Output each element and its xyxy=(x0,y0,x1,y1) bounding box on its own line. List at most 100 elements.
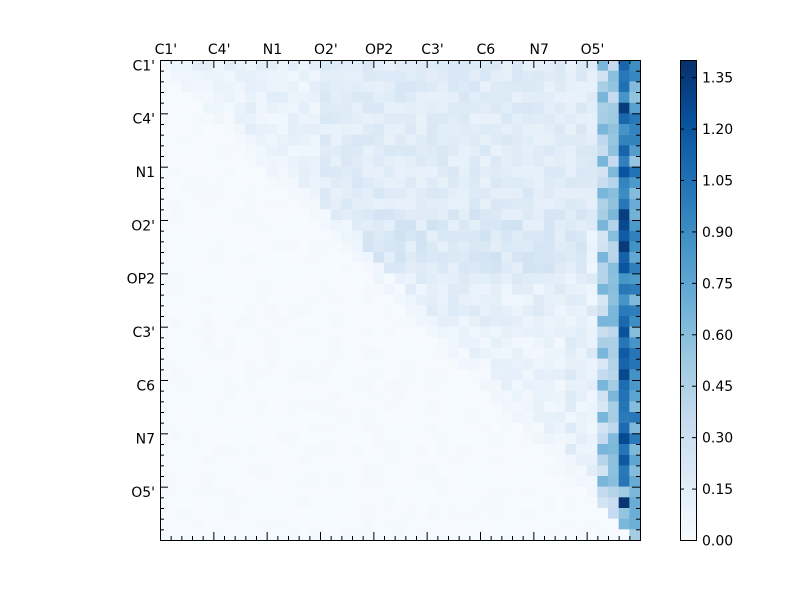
heatmap-cell xyxy=(469,198,481,210)
heatmap-cell xyxy=(224,70,235,82)
heatmap-cell xyxy=(501,390,513,402)
heatmap-cell xyxy=(533,252,545,263)
heatmap-cell xyxy=(298,497,310,509)
heatmap-cell xyxy=(608,348,619,359)
heatmap-cell xyxy=(341,433,353,445)
heatmap-cell xyxy=(277,92,289,103)
heatmap-cell xyxy=(416,305,427,317)
heatmap-cell xyxy=(565,241,577,253)
heatmap-cell xyxy=(618,209,630,221)
heatmap-cell xyxy=(618,81,630,93)
heatmap-cell xyxy=(512,177,523,189)
heatmap-cell xyxy=(618,444,630,455)
heatmap-cell xyxy=(501,444,513,455)
heatmap-cell xyxy=(554,102,566,114)
heatmap-cell xyxy=(384,284,395,295)
heatmap-cell xyxy=(437,465,449,477)
heatmap-cell xyxy=(341,177,353,189)
heatmap-cell xyxy=(469,486,481,498)
heatmap-cell xyxy=(341,508,353,519)
heatmap-cell xyxy=(490,188,502,199)
heatmap-cell xyxy=(277,454,289,466)
heatmap-cell xyxy=(490,134,502,146)
heatmap-cell xyxy=(330,134,342,146)
heatmap-cell xyxy=(352,422,363,434)
heatmap-cell xyxy=(288,294,299,306)
heatmap-cell xyxy=(341,401,353,413)
heatmap-cell xyxy=(245,444,257,455)
heatmap-cell xyxy=(448,102,459,114)
x-tick-label: N7 xyxy=(529,42,548,58)
heatmap-cell xyxy=(224,444,235,455)
heatmap-cell xyxy=(512,326,523,338)
heatmap-cell xyxy=(480,220,491,231)
heatmap-cell xyxy=(490,166,502,178)
heatmap-cell xyxy=(245,390,257,402)
heatmap-cell xyxy=(224,518,235,530)
heatmap-cell xyxy=(213,145,225,157)
heatmap-cell xyxy=(416,380,427,391)
x-tick-label: C1' xyxy=(155,42,178,58)
heatmap-cell xyxy=(490,284,502,295)
heatmap-cell xyxy=(320,337,331,349)
heatmap-cell xyxy=(298,316,310,327)
heatmap-cell xyxy=(181,262,193,274)
heatmap-cell xyxy=(586,209,598,221)
y-tick-label: C4' xyxy=(132,112,155,128)
heatmap-cell xyxy=(405,497,417,509)
heatmap-cell xyxy=(501,294,513,306)
heatmap-cell xyxy=(533,70,545,82)
heatmap-cell xyxy=(480,380,491,391)
heatmap-cell xyxy=(309,81,321,93)
heatmap-cell xyxy=(170,294,182,306)
heatmap-cell xyxy=(629,156,641,167)
heatmap-cell xyxy=(608,273,619,285)
heatmap-cell xyxy=(181,156,193,167)
heatmap-cell xyxy=(480,188,491,199)
heatmap-cell xyxy=(277,348,289,359)
heatmap-cell xyxy=(330,209,342,221)
heatmap-cell xyxy=(181,284,193,295)
heatmap-cell xyxy=(501,326,513,338)
heatmap-cell xyxy=(160,81,171,93)
heatmap-cell xyxy=(448,220,459,231)
heatmap-cell xyxy=(362,294,374,306)
heatmap-cell xyxy=(618,358,630,370)
heatmap-cell xyxy=(277,401,289,413)
heatmap-cell xyxy=(490,124,502,135)
heatmap-cell xyxy=(597,81,609,93)
heatmap-cell xyxy=(160,433,171,445)
heatmap-cell xyxy=(341,444,353,455)
heatmap-cell xyxy=(458,198,470,210)
heatmap-cell xyxy=(234,262,246,274)
heatmap-cell xyxy=(309,60,321,71)
heatmap-cell xyxy=(362,401,374,413)
heatmap-cell xyxy=(501,166,513,178)
heatmap-cell xyxy=(448,262,459,274)
heatmap-cell xyxy=(277,166,289,178)
heatmap-cell xyxy=(448,81,459,93)
heatmap-cell xyxy=(352,92,363,103)
heatmap-cell xyxy=(234,316,246,327)
heatmap-cell xyxy=(330,454,342,466)
heatmap-cell xyxy=(256,529,267,541)
heatmap-cell xyxy=(565,422,577,434)
heatmap-cell xyxy=(469,497,481,509)
heatmap-cell xyxy=(309,166,321,178)
heatmap-cell xyxy=(512,273,523,285)
heatmap-cell xyxy=(394,113,406,125)
heatmap-cell xyxy=(576,348,587,359)
heatmap-cell xyxy=(213,241,225,253)
heatmap-cell xyxy=(501,188,513,199)
heatmap-cell xyxy=(629,145,641,157)
heatmap-cell xyxy=(213,369,225,381)
heatmap-cell xyxy=(352,508,363,519)
heatmap-cell xyxy=(618,273,630,285)
heatmap-cell xyxy=(618,113,630,125)
heatmap-cell xyxy=(245,465,257,477)
heatmap-cell xyxy=(330,390,342,402)
heatmap-cell xyxy=(320,476,331,487)
heatmap-cell xyxy=(629,305,641,317)
heatmap-cell xyxy=(512,433,523,445)
